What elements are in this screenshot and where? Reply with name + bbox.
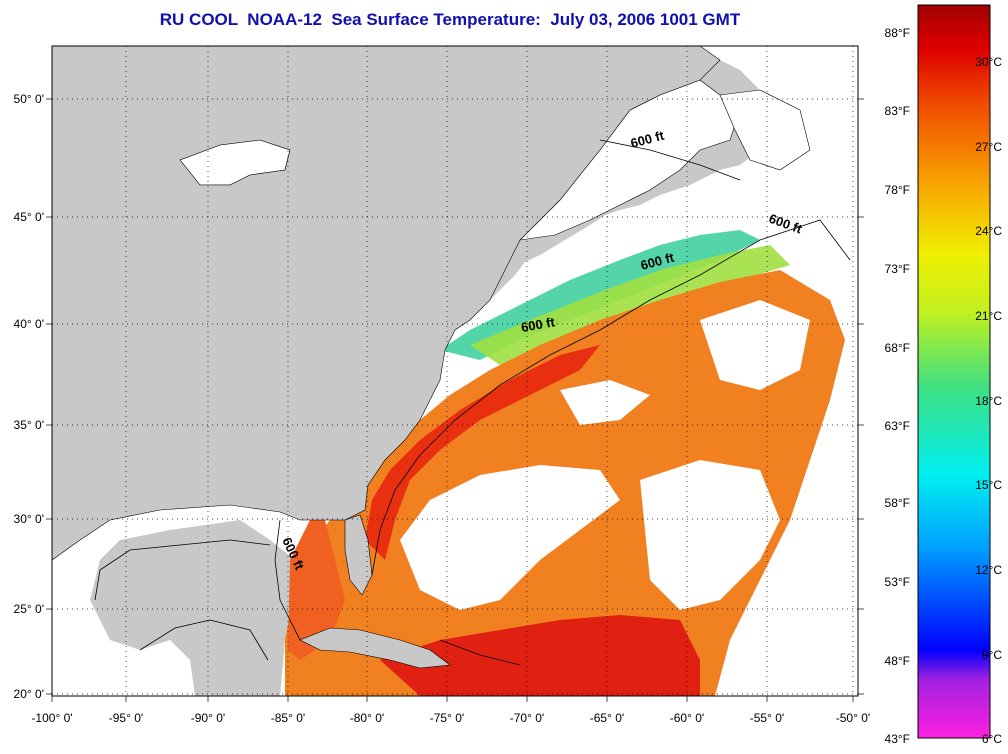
colorbar-celsius-label: 27°C bbox=[975, 140, 1002, 154]
longitude-label: -95° 0' bbox=[109, 711, 143, 725]
gulf-contour bbox=[94, 539, 271, 661]
colorbar-celsius-label: 24°C bbox=[975, 224, 1002, 238]
latitude-label: 30° 0' bbox=[14, 512, 44, 526]
sst-gulf-stream bbox=[365, 345, 600, 560]
florida bbox=[344, 514, 373, 596]
colorbar-fahrenheit-label: 58°F bbox=[885, 496, 910, 510]
colorbar-fahrenheit-label: 88°F bbox=[885, 26, 910, 40]
longitude-label: -60° 0' bbox=[670, 711, 704, 725]
colorbar-fahrenheit-label: 78°F bbox=[885, 183, 910, 197]
longitude-label: -75° 0' bbox=[430, 711, 464, 725]
colorbar-celsius-label: 12°C bbox=[975, 563, 1002, 577]
map-title: RU COOL NOAA-12 Sea Surface Temperature:… bbox=[159, 10, 741, 29]
longitude-label: -80° 0' bbox=[350, 711, 384, 725]
sst-caribbean-hot bbox=[380, 615, 700, 696]
colorbar-fahrenheit-label: 48°F bbox=[885, 654, 910, 668]
cloud-patch bbox=[400, 465, 620, 610]
east-coast-land bbox=[51, 45, 721, 561]
colorbar-celsius-label: 18°C bbox=[975, 394, 1002, 408]
latitude-label: 45° 0' bbox=[14, 210, 44, 224]
latitude-label: 20° 0' bbox=[14, 687, 44, 701]
sst-florida-warm bbox=[288, 520, 345, 660]
cloud-patch bbox=[560, 380, 650, 425]
longitude-label: -100° 0' bbox=[31, 711, 72, 725]
depth-label: 600 ft bbox=[520, 314, 557, 335]
longitude-label: -65° 0' bbox=[590, 711, 624, 725]
cloud-patch bbox=[700, 300, 810, 390]
colorbar-celsius-label: 30°C bbox=[975, 55, 1002, 69]
colorbar-fahrenheit-label: 68°F bbox=[885, 341, 910, 355]
colorbar-fahrenheit-label: 83°F bbox=[885, 104, 910, 118]
latitude-label: 40° 0' bbox=[14, 317, 44, 331]
longitude-label: -85° 0' bbox=[271, 711, 305, 725]
cloud-patch bbox=[640, 460, 780, 610]
latitude-label: 35° 0' bbox=[14, 418, 44, 432]
longitude-label: -55° 0' bbox=[750, 711, 784, 725]
latitude-label: 25° 0' bbox=[14, 602, 44, 616]
map-frame bbox=[51, 45, 859, 697]
colorbar-celsius-label: 9°C bbox=[982, 648, 1002, 662]
longitude-label: -90° 0' bbox=[191, 711, 225, 725]
colorbar-celsius-label: 15°C bbox=[975, 478, 1002, 492]
cuba bbox=[299, 627, 451, 669]
colorbar-celsius-label: 21°C bbox=[975, 309, 1002, 323]
colorbar-fahrenheit-label: 73°F bbox=[885, 262, 910, 276]
latitude-label: 50° 0' bbox=[14, 92, 44, 106]
longitude-label: -70° 0' bbox=[510, 711, 544, 725]
colorbar-fahrenheit-label: 63°F bbox=[885, 419, 910, 433]
sst-green-band bbox=[470, 245, 790, 365]
isobath-600ft bbox=[274, 139, 851, 666]
newfoundland bbox=[719, 89, 811, 171]
colorbar bbox=[917, 4, 991, 739]
colorbar-fahrenheit-label: 53°F bbox=[885, 575, 910, 589]
colorbar-fahrenheit-label: 43°F bbox=[885, 732, 910, 746]
longitude-label: -50° 0' bbox=[836, 711, 870, 725]
colorbar-celsius-label: 6°C bbox=[982, 732, 1002, 746]
